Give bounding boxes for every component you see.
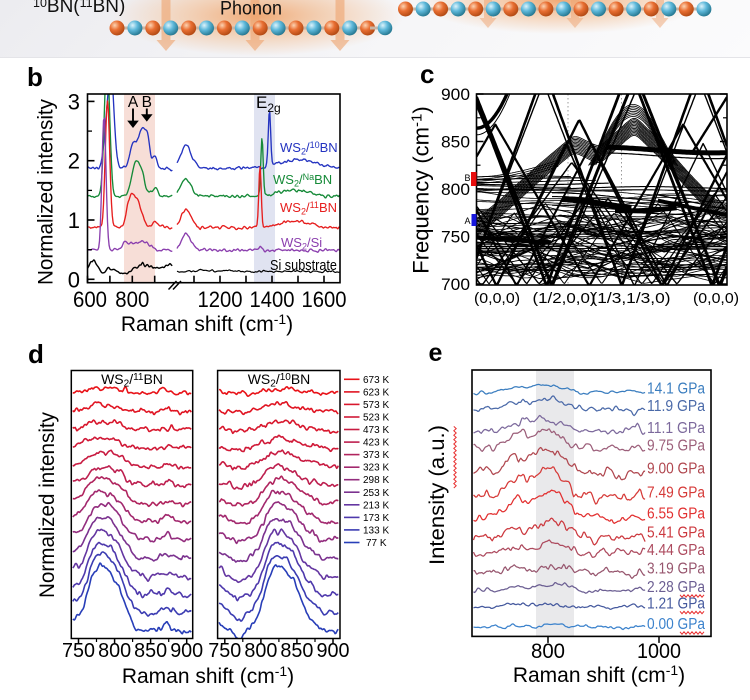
svg-text:Normalized intensity: Normalized intensity	[36, 412, 59, 598]
svg-text:WS2/10BN: WS2/10BN	[248, 371, 311, 390]
svg-text:800: 800	[531, 640, 565, 663]
svg-text:4.44 GPa: 4.44 GPa	[647, 542, 705, 559]
svg-text:WS2/10BN: WS2/10BN	[280, 140, 338, 157]
svg-text:9.00 GPa: 9.00 GPa	[647, 461, 705, 478]
svg-text:A: A	[464, 216, 470, 226]
svg-text:1.21 GPa: 1.21 GPa	[647, 596, 705, 613]
svg-text:3.19 GPa: 3.19 GPa	[647, 561, 705, 578]
svg-text:9.75 GPa: 9.75 GPa	[647, 438, 705, 455]
svg-text:14.1 GPa: 14.1 GPa	[647, 381, 705, 398]
svg-text:2: 2	[68, 149, 80, 174]
svg-text:800: 800	[244, 640, 277, 662]
svg-text:750: 750	[62, 640, 95, 662]
svg-text:2.28 GPa: 2.28 GPa	[647, 579, 705, 596]
svg-text:600: 600	[73, 287, 107, 312]
svg-text:850: 850	[134, 640, 167, 662]
svg-text:6.55 GPa: 6.55 GPa	[647, 506, 705, 523]
svg-text:Frequency (cm-1): Frequency (cm-1)	[409, 106, 434, 273]
svg-text:10BN(11BN): 10BN(11BN)	[33, 0, 125, 17]
svg-text:1000: 1000	[637, 640, 681, 663]
svg-text:WS2/11BN: WS2/11BN	[280, 200, 337, 217]
svg-text:d: d	[28, 339, 44, 369]
svg-text:800: 800	[441, 180, 470, 199]
svg-text:700: 700	[441, 275, 470, 294]
svg-text:Raman shift (cm-1): Raman shift (cm-1)	[121, 311, 293, 336]
svg-text:(1/3,1/3,0): (1/3,1/3,0)	[592, 290, 671, 307]
svg-text:133 K: 133 K	[363, 525, 389, 536]
svg-text:423 K: 423 K	[363, 438, 389, 449]
svg-text:(1/2,0,0): (1/2,0,0)	[533, 290, 596, 307]
svg-text:(0,0,0): (0,0,0)	[474, 290, 520, 307]
svg-text:523 K: 523 K	[363, 413, 389, 424]
svg-text:800: 800	[115, 287, 149, 312]
svg-text:77 K: 77 K	[366, 538, 387, 549]
svg-text:c: c	[420, 59, 434, 89]
svg-text:B: B	[464, 173, 470, 183]
svg-text:750: 750	[441, 228, 470, 247]
svg-text:B: B	[142, 94, 152, 111]
svg-text:213 K: 213 K	[363, 500, 389, 511]
svg-text:e: e	[429, 339, 443, 367]
svg-text:1: 1	[68, 208, 80, 233]
svg-text:11.9 GPa: 11.9 GPa	[647, 398, 705, 415]
svg-text:1400: 1400	[250, 287, 295, 312]
svg-text:673 K: 673 K	[363, 375, 389, 386]
svg-text:850: 850	[441, 133, 470, 152]
svg-text:900: 900	[170, 640, 203, 662]
svg-text:Raman shift (cm-1): Raman shift (cm-1)	[513, 662, 685, 687]
svg-text:373 K: 373 K	[363, 450, 389, 461]
svg-text:750: 750	[208, 640, 241, 662]
svg-text:623 K: 623 K	[363, 387, 389, 398]
svg-text:Raman shift (cm-1): Raman shift (cm-1)	[122, 663, 294, 688]
svg-text:573 K: 573 K	[363, 400, 389, 411]
svg-text:900: 900	[441, 85, 470, 104]
svg-text:800: 800	[98, 640, 131, 662]
svg-text:5.41 GPa: 5.41 GPa	[647, 525, 705, 542]
svg-text:Normalized intensity: Normalized intensity	[35, 99, 58, 285]
svg-text:298 K: 298 K	[363, 475, 389, 486]
svg-text:3: 3	[68, 89, 80, 114]
svg-text:WS2/Si: WS2/Si	[281, 235, 322, 252]
svg-text:Phonon: Phonon	[220, 0, 282, 20]
svg-text:(0,0,0): (0,0,0)	[693, 290, 739, 307]
svg-text:323 K: 323 K	[363, 463, 389, 474]
svg-text:Si substrate: Si substrate	[270, 257, 337, 274]
svg-text:1600: 1600	[302, 287, 347, 312]
svg-text:1200: 1200	[198, 287, 243, 312]
svg-text:Intensity (a.u.): Intensity (a.u.)	[426, 425, 449, 565]
svg-text:WS2/11BN: WS2/11BN	[101, 371, 163, 390]
svg-text:850: 850	[280, 640, 313, 662]
svg-text:253 K: 253 K	[363, 488, 389, 499]
svg-text:173 K: 173 K	[363, 513, 389, 524]
svg-text:11.1 GPa: 11.1 GPa	[647, 420, 705, 437]
svg-text:900: 900	[317, 640, 350, 662]
svg-text:A: A	[128, 94, 139, 111]
svg-text:7.49 GPa: 7.49 GPa	[647, 485, 705, 502]
svg-text:0: 0	[68, 267, 80, 292]
svg-text:0.00 GPa: 0.00 GPa	[647, 616, 705, 633]
svg-text:473 K: 473 K	[363, 425, 389, 436]
svg-text:b: b	[27, 62, 43, 92]
svg-text:WS2/NaBN: WS2/NaBN	[273, 172, 332, 189]
